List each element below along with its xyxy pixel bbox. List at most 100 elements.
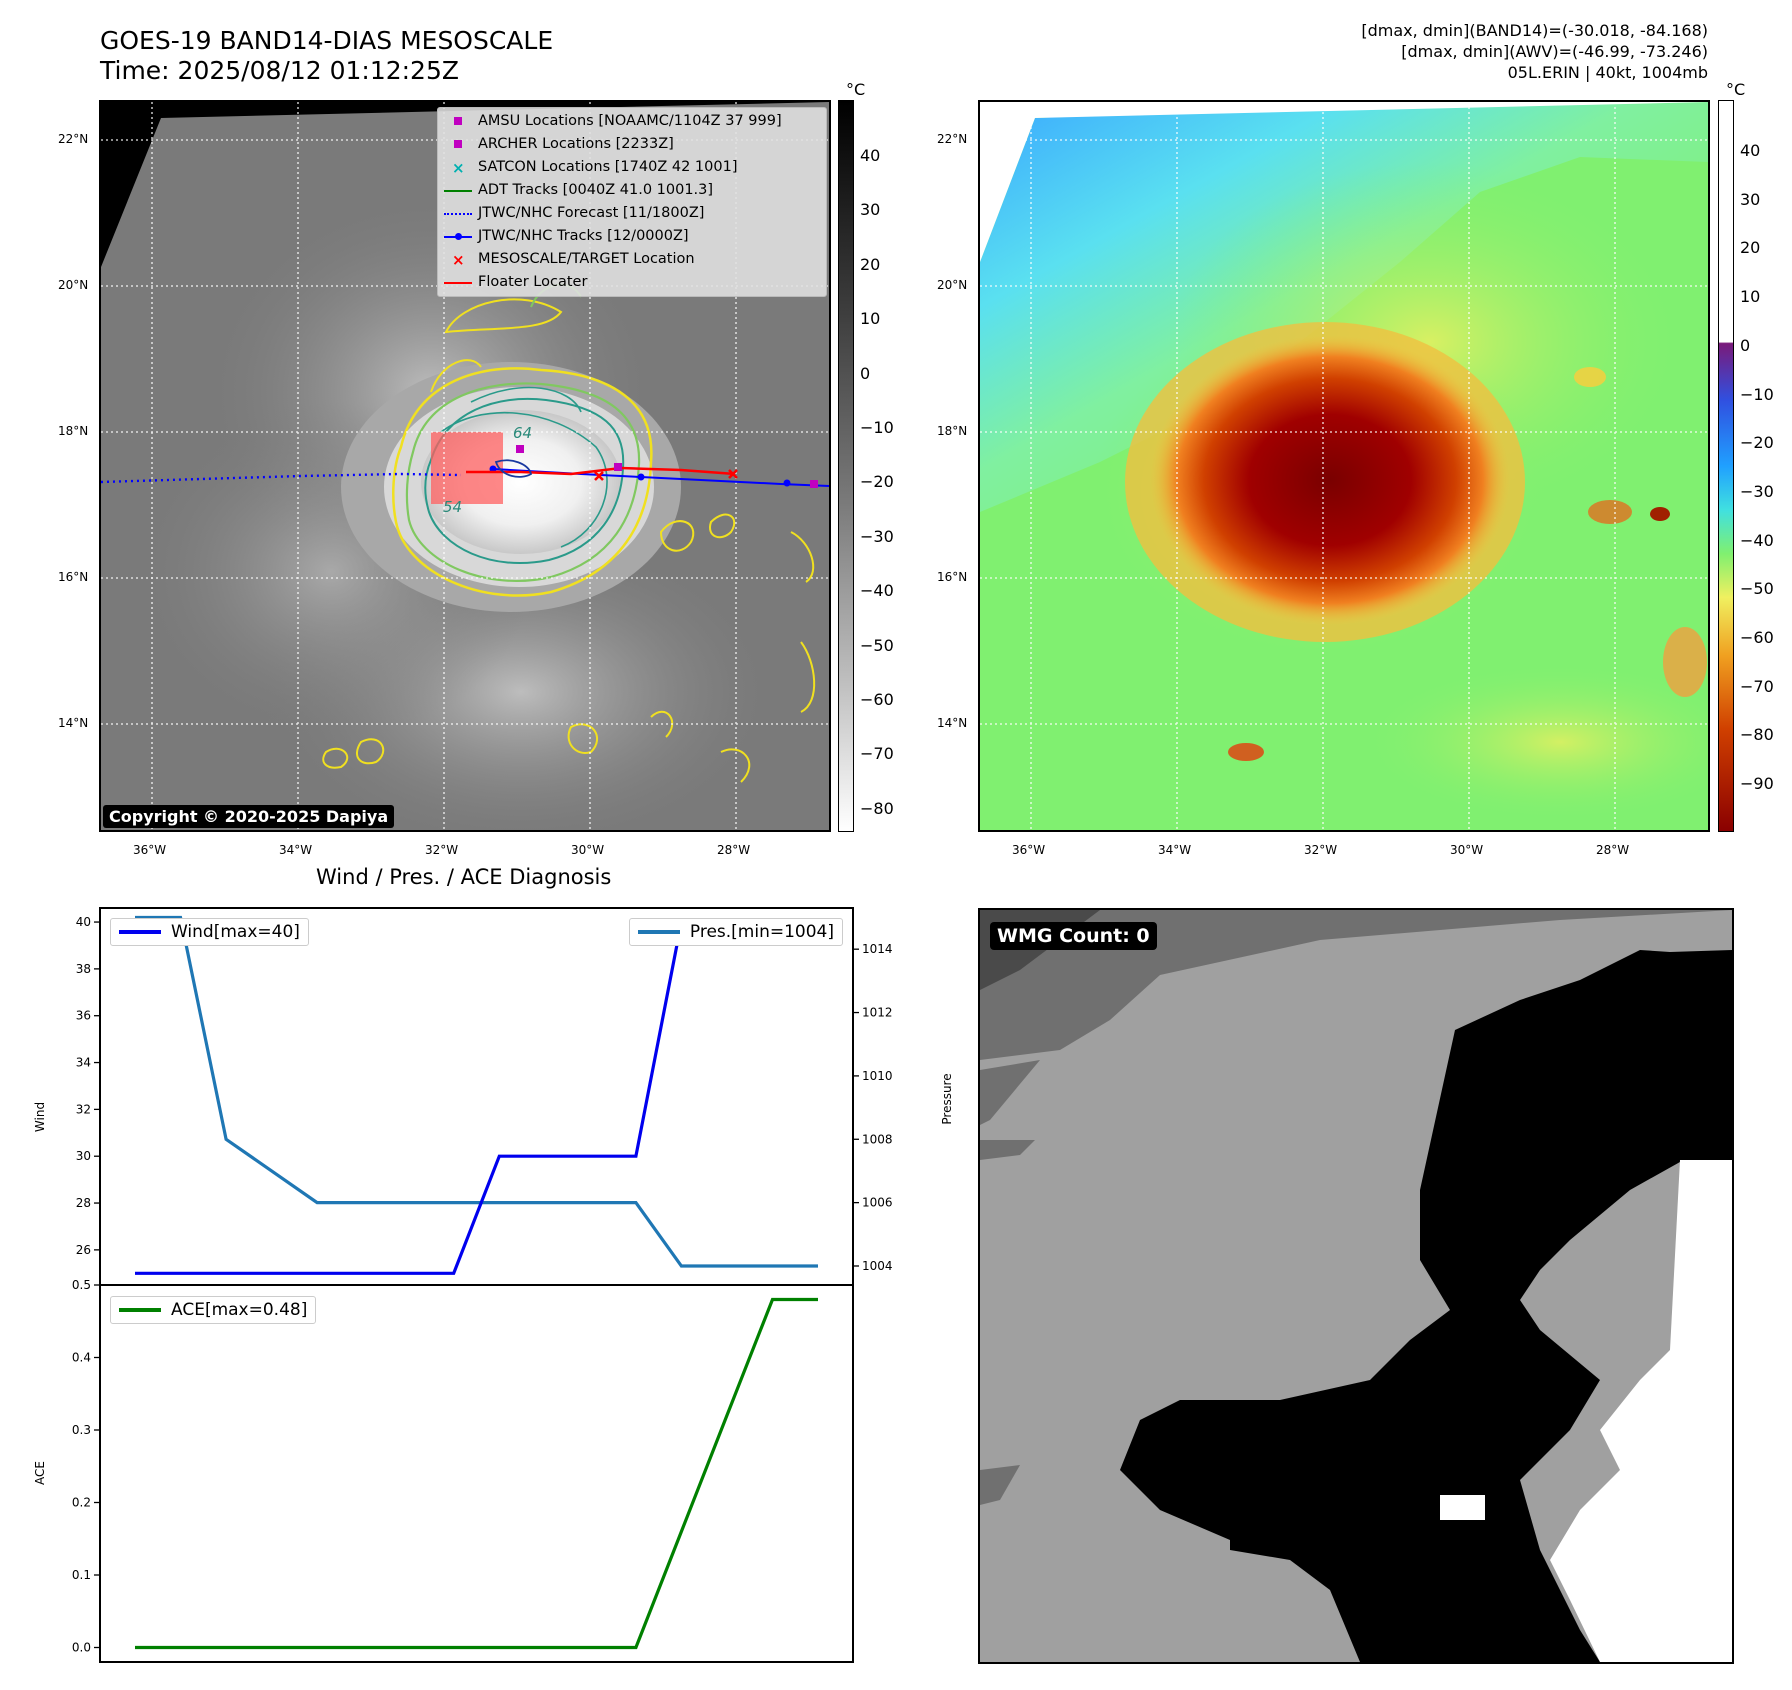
lat-label: 20°N bbox=[937, 278, 968, 292]
colorbar-tick: −60 bbox=[1740, 628, 1774, 647]
colorbar-tick: −70 bbox=[1740, 676, 1774, 696]
ace-tick: 0.1 bbox=[72, 1568, 91, 1582]
legend-item-amsu: AMSU Locations [NOAAMC/1104Z 37 999] bbox=[438, 110, 826, 133]
lat-label: 14°N bbox=[58, 716, 89, 730]
ace-tick: 0.5 bbox=[72, 1278, 91, 1292]
wind-axis-label: Wind bbox=[33, 1101, 47, 1133]
colorbar-tick: −30 bbox=[860, 526, 894, 546]
pressure-tick: 1004 bbox=[862, 1259, 893, 1273]
ace-axes bbox=[99, 1284, 854, 1663]
wind-tick: 26 bbox=[76, 1243, 91, 1257]
colorbar-tick: 30 bbox=[860, 200, 881, 220]
wmg-panel: WMG Count: 0 bbox=[978, 908, 1734, 1664]
colorbar-tick: −10 bbox=[1740, 384, 1774, 404]
colorbar-tick: −50 bbox=[1740, 579, 1774, 599]
pressure-legend-line bbox=[637, 930, 680, 934]
wind-legend-line bbox=[119, 930, 161, 934]
lon-label: 28°W bbox=[717, 843, 751, 857]
chart-time: Time: 2025/08/12 01:12:25Z bbox=[100, 56, 459, 85]
colorbar-tick: −40 bbox=[860, 581, 894, 601]
colorbar-tick: −80 bbox=[1740, 725, 1774, 745]
pressure-legend: Pres.[min=1004] bbox=[628, 918, 843, 946]
lat-label: 20°N bbox=[58, 278, 89, 292]
map-legend: AMSU Locations [NOAAMC/1104Z 37 999] ARC… bbox=[437, 107, 827, 297]
lat-label: 16°N bbox=[937, 570, 968, 584]
lat-label: 18°N bbox=[58, 424, 89, 438]
colorbar-right bbox=[1718, 100, 1734, 832]
awv-stats: [dmax, dmin](AWV)=(-46.99, -73.246) bbox=[1401, 42, 1708, 61]
ace-axis-label: ACE bbox=[33, 1461, 47, 1485]
wind-tick: 38 bbox=[76, 962, 91, 976]
colorbar-left-unit: °C bbox=[846, 80, 866, 99]
lon-label: 32°W bbox=[1304, 843, 1338, 857]
ace-tick: 0.3 bbox=[72, 1423, 91, 1437]
chart-title: GOES-19 BAND14-DIAS MESOSCALE bbox=[100, 26, 554, 55]
awv-map-panel bbox=[978, 100, 1710, 832]
copyright-label: Copyright © 2020-2025 Dapiya bbox=[103, 805, 395, 828]
band14-stats: [dmax, dmin](BAND14)=(-30.018, -84.168) bbox=[1361, 21, 1708, 40]
legend-item-mesoscale: × MESOSCALE/TARGET Location bbox=[452, 251, 695, 269]
ace-legend: ACE[max=0.48] bbox=[110, 1296, 317, 1324]
colorbar-tick: 40 bbox=[860, 146, 881, 165]
contour-label-64: 64 bbox=[513, 424, 533, 442]
wmg-image bbox=[980, 910, 1732, 1662]
legend-item-adt: ADT Tracks [0040Z 41.0 1001.3] bbox=[438, 179, 826, 202]
contour-label-54: 54 bbox=[443, 498, 463, 516]
lon-label: 28°W bbox=[1596, 843, 1630, 857]
lat-label: 22°N bbox=[58, 132, 89, 146]
wind-series-line bbox=[135, 920, 818, 1275]
wind-legend: Wind[max=40] bbox=[110, 918, 309, 946]
lat-label: 16°N bbox=[58, 570, 89, 584]
colorbar-tick: −20 bbox=[1740, 433, 1774, 453]
wmg-count-label: WMG Count: 0 bbox=[990, 922, 1157, 950]
ace-series-line bbox=[135, 1297, 818, 1650]
wind-tick: 36 bbox=[76, 1009, 91, 1023]
storm-info: 05L.ERIN | 40kt, 1004mb bbox=[1507, 63, 1708, 82]
colorbar-tick: 30 bbox=[1740, 189, 1761, 209]
colorbar-left bbox=[838, 100, 854, 832]
lon-label: 32°W bbox=[425, 843, 459, 857]
ace-tick: 0.4 bbox=[72, 1351, 91, 1365]
legend-item-satcon: × SATCON Locations [1740Z 42 1001] bbox=[452, 159, 738, 177]
ace-legend-line bbox=[119, 1308, 161, 1312]
ir-map-panel: 64 54 AMSU Locations [NOAAMC/1104Z 37 99… bbox=[99, 100, 831, 832]
legend-item-archer: ARCHER Locations [2233Z] bbox=[438, 133, 826, 156]
wind-tick: 32 bbox=[76, 1102, 91, 1116]
lat-label: 14°N bbox=[937, 716, 968, 730]
lat-label: 18°N bbox=[937, 424, 968, 438]
pressure-axis-label: Pressure bbox=[940, 1073, 954, 1125]
colorbar-tick: 20 bbox=[1740, 238, 1761, 258]
colorbar-tick: 0 bbox=[860, 363, 871, 383]
ace-tick: 0.2 bbox=[72, 1496, 91, 1510]
lon-label: 30°W bbox=[571, 843, 605, 857]
colorbar-tick: −30 bbox=[1740, 481, 1774, 501]
pressure-tick: 1014 bbox=[862, 942, 893, 956]
wind-pressure-axes bbox=[99, 907, 854, 1286]
colorbar-tick: 0 bbox=[1740, 335, 1751, 355]
legend-item-floater: Floater Locater bbox=[438, 271, 826, 294]
colorbar-tick: −40 bbox=[1740, 530, 1774, 550]
lon-label: 36°W bbox=[1012, 843, 1046, 857]
pressure-series-line bbox=[135, 915, 818, 1268]
colorbar-tick: −50 bbox=[860, 635, 894, 655]
wind-tick: 28 bbox=[76, 1196, 91, 1210]
lat-label: 22°N bbox=[937, 132, 968, 146]
diagnosis-title: Wind / Pres. / ACE Diagnosis bbox=[316, 865, 612, 889]
lon-label: 30°W bbox=[1450, 843, 1484, 857]
colorbar-tick: −10 bbox=[860, 418, 894, 437]
lon-label: 36°W bbox=[133, 843, 167, 857]
colorbar-tick: 10 bbox=[860, 309, 881, 329]
wind-tick: 40 bbox=[76, 915, 91, 929]
colorbar-tick: −90 bbox=[1740, 774, 1774, 794]
pressure-tick: 1008 bbox=[862, 1132, 893, 1146]
colorbar-tick: −60 bbox=[860, 690, 894, 709]
colorbar-right-unit: °C bbox=[1726, 80, 1746, 99]
wind-tick: 34 bbox=[76, 1056, 91, 1070]
awv-map-image bbox=[980, 102, 1708, 830]
colorbar-tick: −80 bbox=[860, 798, 894, 818]
colorbar-tick: 10 bbox=[1740, 287, 1761, 307]
pressure-tick: 1012 bbox=[862, 1006, 893, 1020]
legend-item-tracks: JTWC/NHC Tracks [12/0000Z] bbox=[438, 225, 826, 248]
colorbar-tick: 40 bbox=[1740, 141, 1761, 160]
colorbar-tick: −20 bbox=[860, 472, 894, 492]
